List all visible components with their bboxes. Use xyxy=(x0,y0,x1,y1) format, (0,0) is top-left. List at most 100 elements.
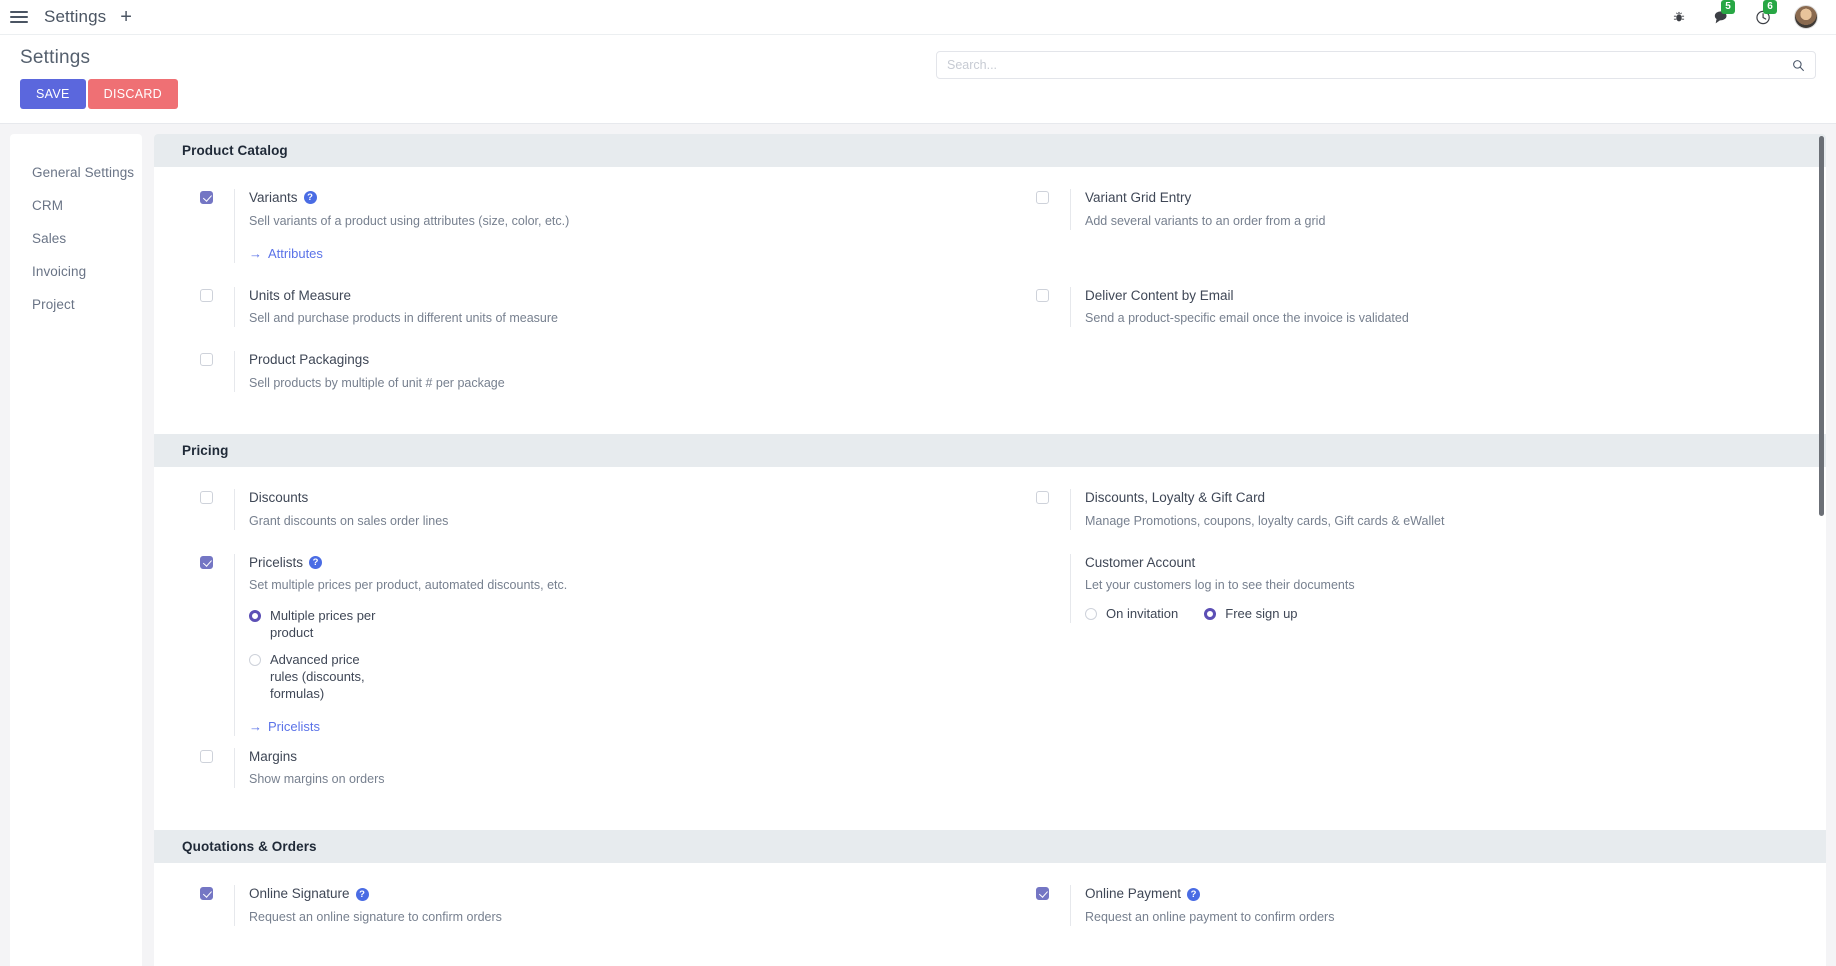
help-icon[interactable]: ? xyxy=(303,191,317,205)
setting-label-text: Customer Account xyxy=(1085,554,1196,570)
link-attributes[interactable]: → Attributes xyxy=(249,246,323,261)
sidebar-item-invoicing[interactable]: Invoicing xyxy=(32,264,87,279)
setting-description: Sell and purchase products in different … xyxy=(249,311,558,326)
checkbox-online-signature[interactable] xyxy=(200,887,213,901)
setting-margins: Margins Show margins on orders xyxy=(154,747,990,813)
checkbox-online-payment[interactable] xyxy=(1036,887,1049,901)
sidebar-item-general-settings[interactable]: General Settings xyxy=(32,165,135,180)
link-text: Pricelists xyxy=(268,718,321,734)
settings-sidebar: General Settings CRM Sales Invoicing Pro… xyxy=(10,134,142,966)
checkbox-discounts[interactable] xyxy=(200,491,213,505)
radio-option-advanced-price-rules-discounts-formulas[interactable]: Advanced price rules (discounts, formula… xyxy=(249,652,960,703)
setting-body: Pricelists? Set multiple prices per produ… xyxy=(234,553,960,736)
setting-label: Variant Grid Entry xyxy=(1085,189,1796,207)
setting-label-text: Product Packagings xyxy=(249,352,370,368)
checkbox-deliver-content-by-email[interactable] xyxy=(1036,288,1049,302)
scrollbar-thumb[interactable] xyxy=(1819,136,1824,516)
settings-grid-quotations-orders: Online Signature? Request an online signa… xyxy=(154,863,1826,966)
search-box[interactable] xyxy=(936,51,1816,79)
setting-label-text: Margins xyxy=(249,748,298,764)
checkbox-variants[interactable] xyxy=(200,191,213,204)
checkbox-discounts-loyalty-gift-card[interactable] xyxy=(1036,491,1049,505)
navbar-left: Settings + xyxy=(8,7,132,27)
activities-clock-icon[interactable]: 6 xyxy=(1752,0,1777,28)
checkbox-units-of-measure[interactable] xyxy=(200,288,213,302)
app-title[interactable]: Settings xyxy=(44,7,107,26)
setting-label: Discounts xyxy=(249,489,960,507)
hamburger-menu-icon[interactable] xyxy=(8,8,30,26)
help-icon[interactable]: ? xyxy=(1187,887,1201,901)
radio-label: Multiple prices per product xyxy=(270,608,376,641)
discard-button[interactable]: DISCARD xyxy=(87,79,178,109)
setting-label-text: Discounts xyxy=(249,490,309,506)
setting-label-text: Variant Grid Entry xyxy=(1085,190,1192,205)
save-button[interactable]: SAVE xyxy=(20,79,86,109)
search-input[interactable] xyxy=(947,58,1792,72)
setting-description: Show margins on orders xyxy=(249,772,385,787)
sidebar-item-crm[interactable]: CRM xyxy=(32,198,64,213)
setting-body: Variants? Sell variants of a product usin… xyxy=(234,189,960,263)
setting-label: Discounts, Loyalty & Gift Card xyxy=(1085,489,1796,507)
search-icon[interactable] xyxy=(1792,59,1805,72)
checkbox-column xyxy=(1036,189,1070,204)
setting-label: Units of Measure xyxy=(249,287,960,305)
radio-indicator[interactable] xyxy=(1204,608,1217,621)
radio-option-on-invitation[interactable]: On invitation xyxy=(1085,606,1178,623)
checkbox-column xyxy=(1036,489,1070,505)
add-tab-plus-icon[interactable]: + xyxy=(120,6,132,28)
bug-icon[interactable] xyxy=(1668,6,1690,28)
setting-body: Margins Show margins on orders xyxy=(234,747,960,789)
radio-indicator[interactable] xyxy=(249,654,261,667)
activities-badge: 6 xyxy=(1763,0,1777,14)
link-pricelists[interactable]: → Pricelists xyxy=(249,719,320,734)
setting-body: Discounts Grant discounts on sales order … xyxy=(234,489,960,530)
vertical-scrollbar[interactable] xyxy=(1819,134,1825,966)
setting-label: Pricelists? xyxy=(249,554,960,572)
settings-grid-pricing: Discounts Grant discounts on sales order … xyxy=(154,467,1826,830)
setting-label-text: Discounts, Loyalty & Gift Card xyxy=(1085,490,1266,506)
setting-label: Variants? xyxy=(249,189,960,207)
help-icon[interactable]: ? xyxy=(309,555,323,569)
settings-scroll-region: Product Catalog Variants? Sell variants of… xyxy=(154,134,1826,966)
checkbox-column xyxy=(200,554,234,569)
setting-description: Add several variants to an order from a … xyxy=(1085,213,1326,228)
control-panel: Settings SAVE DISCARD xyxy=(0,35,1836,124)
checkbox-column xyxy=(200,287,234,302)
checkbox-column xyxy=(200,189,234,204)
setting-description: Sell products by multiple of unit # per … xyxy=(249,375,505,390)
arrow-right-icon: → xyxy=(249,718,262,734)
setting-variant-grid-entry: Variant Grid Entry Add several variants t… xyxy=(990,189,1826,287)
setting-body: Units of Measure Sell and purchase produc… xyxy=(234,286,960,328)
checkbox-column xyxy=(1036,554,1070,556)
settings-panel: Product Catalog Variants? Sell variants of… xyxy=(154,134,1826,966)
setting-body: Deliver Content by Email Send a product-s… xyxy=(1070,286,1796,328)
checkbox-column xyxy=(1036,287,1070,302)
sidebar-item-sales[interactable]: Sales xyxy=(32,231,67,246)
checkbox-margins[interactable] xyxy=(200,749,213,763)
checkbox-variant-grid-entry[interactable] xyxy=(1036,191,1049,204)
setting-description: Set multiple prices per product, automat… xyxy=(249,578,568,593)
checkbox-product-packagings[interactable] xyxy=(200,353,213,367)
setting-body: Product Packagings Sell products by multi… xyxy=(234,351,960,393)
messages-icon[interactable]: 5 xyxy=(1710,0,1735,28)
radio-option-multiple-prices-per-product[interactable]: Multiple prices per product xyxy=(249,608,960,642)
setting-label-text: Variants xyxy=(249,190,298,205)
content-area: General Settings CRM Sales Invoicing Pro… xyxy=(0,124,1836,966)
radio-option-free-sign-up[interactable]: Free sign up xyxy=(1204,606,1298,623)
setting-label-text: Units of Measure xyxy=(249,287,352,303)
help-icon[interactable]: ? xyxy=(355,887,369,901)
radio-label: Free sign up xyxy=(1225,606,1298,622)
setting-body: Online Signature? Request an online signa… xyxy=(234,885,960,927)
checkbox-column xyxy=(1036,885,1070,901)
setting-label: Margins xyxy=(249,748,960,766)
checkbox-pricelists[interactable] xyxy=(200,555,213,569)
radio-indicator[interactable] xyxy=(249,610,261,623)
radio-group: Multiple prices per product Advanced pric… xyxy=(249,608,960,702)
radio-indicator[interactable] xyxy=(1085,608,1097,621)
user-avatar[interactable] xyxy=(1794,5,1818,29)
setting-label-text: Pricelists xyxy=(249,554,304,570)
checkbox-column xyxy=(200,748,234,763)
setting-description: Send a product-specific email once the i… xyxy=(1085,311,1409,326)
sidebar-item-project[interactable]: Project xyxy=(32,297,75,312)
setting-units-of-measure: Units of Measure Sell and purchase produc… xyxy=(154,286,990,352)
